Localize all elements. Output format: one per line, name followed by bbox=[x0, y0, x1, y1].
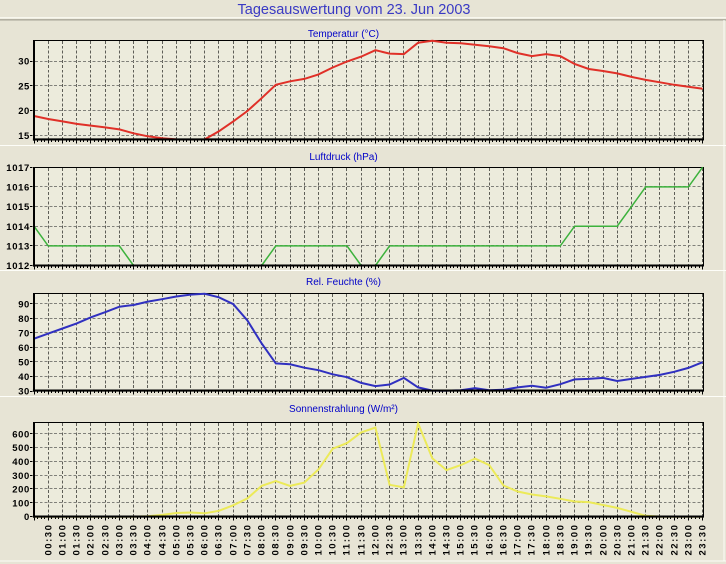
svg-text:1016: 1016 bbox=[6, 183, 29, 194]
svg-text:12:30: 12:30 bbox=[384, 524, 395, 555]
svg-text:03:00: 03:00 bbox=[114, 524, 125, 555]
svg-text:23:00: 23:00 bbox=[683, 524, 694, 555]
svg-text:08:30: 08:30 bbox=[270, 524, 281, 555]
svg-text:70: 70 bbox=[18, 329, 30, 340]
svg-text:80: 80 bbox=[18, 314, 30, 325]
svg-text:08:00: 08:00 bbox=[256, 524, 267, 555]
svg-text:05:30: 05:30 bbox=[185, 524, 196, 555]
svg-text:13:30: 13:30 bbox=[413, 524, 424, 555]
svg-text:17:00: 17:00 bbox=[512, 524, 523, 555]
svg-text:00:30: 00:30 bbox=[43, 524, 54, 555]
svg-text:Temperatur (°C): Temperatur (°C) bbox=[308, 29, 379, 40]
svg-text:200: 200 bbox=[12, 485, 30, 496]
svg-text:01:30: 01:30 bbox=[71, 524, 82, 555]
svg-text:21:30: 21:30 bbox=[640, 524, 651, 555]
svg-text:01:00: 01:00 bbox=[57, 524, 68, 555]
svg-text:11:30: 11:30 bbox=[356, 524, 367, 555]
svg-text:90: 90 bbox=[18, 299, 30, 310]
svg-text:40: 40 bbox=[18, 372, 30, 383]
svg-text:16:30: 16:30 bbox=[498, 524, 509, 555]
svg-text:10:30: 10:30 bbox=[327, 524, 338, 555]
svg-text:20:00: 20:00 bbox=[598, 524, 609, 555]
svg-text:12:00: 12:00 bbox=[370, 524, 381, 555]
svg-text:Sonnenstrahlung (W/m²): Sonnenstrahlung (W/m²) bbox=[289, 404, 398, 415]
svg-text:25: 25 bbox=[18, 81, 30, 92]
svg-text:02:30: 02:30 bbox=[100, 524, 111, 555]
svg-text:02:00: 02:00 bbox=[85, 524, 96, 555]
svg-text:300: 300 bbox=[12, 471, 30, 482]
svg-text:19:00: 19:00 bbox=[569, 524, 580, 555]
svg-text:1012: 1012 bbox=[6, 261, 29, 272]
svg-text:11:00: 11:00 bbox=[341, 524, 352, 555]
svg-text:07:00: 07:00 bbox=[228, 524, 239, 555]
svg-text:20: 20 bbox=[18, 106, 30, 117]
svg-text:04:30: 04:30 bbox=[157, 524, 168, 555]
svg-text:Luftdruck (hPa): Luftdruck (hPa) bbox=[309, 152, 377, 163]
svg-text:60: 60 bbox=[18, 343, 30, 354]
svg-text:30: 30 bbox=[18, 57, 30, 68]
svg-text:100: 100 bbox=[12, 498, 30, 509]
svg-text:18:00: 18:00 bbox=[541, 524, 552, 555]
svg-text:1014: 1014 bbox=[6, 222, 30, 233]
svg-text:22:30: 22:30 bbox=[669, 524, 680, 555]
svg-text:16:00: 16:00 bbox=[484, 524, 495, 555]
svg-text:15: 15 bbox=[18, 131, 30, 142]
svg-text:500: 500 bbox=[12, 443, 30, 454]
svg-text:15:30: 15:30 bbox=[469, 524, 480, 555]
svg-text:600: 600 bbox=[12, 429, 30, 440]
svg-text:0: 0 bbox=[24, 512, 30, 523]
svg-text:05:00: 05:00 bbox=[171, 524, 182, 555]
svg-text:1017: 1017 bbox=[6, 163, 29, 174]
svg-text:Tagesauswertung vom 23. Jun 20: Tagesauswertung vom 23. Jun 2003 bbox=[238, 2, 471, 18]
svg-text:07:30: 07:30 bbox=[242, 524, 253, 555]
svg-text:400: 400 bbox=[12, 457, 30, 468]
svg-text:06:30: 06:30 bbox=[213, 524, 224, 555]
svg-text:14:30: 14:30 bbox=[441, 524, 452, 555]
svg-text:23:30: 23:30 bbox=[697, 524, 708, 555]
svg-text:21:00: 21:00 bbox=[626, 524, 637, 555]
svg-text:10:00: 10:00 bbox=[313, 524, 324, 555]
svg-text:14:00: 14:00 bbox=[427, 524, 438, 555]
svg-text:18:30: 18:30 bbox=[555, 524, 566, 555]
svg-text:50: 50 bbox=[18, 358, 30, 369]
svg-text:Rel. Feuchte (%): Rel. Feuchte (%) bbox=[306, 277, 381, 288]
svg-text:19:30: 19:30 bbox=[583, 524, 594, 555]
svg-text:22:00: 22:00 bbox=[654, 524, 665, 555]
svg-text:04:00: 04:00 bbox=[142, 524, 153, 555]
svg-text:1013: 1013 bbox=[6, 242, 29, 253]
svg-text:09:00: 09:00 bbox=[285, 524, 296, 555]
svg-text:09:30: 09:30 bbox=[299, 524, 310, 555]
svg-text:06:00: 06:00 bbox=[199, 524, 210, 555]
svg-text:1015: 1015 bbox=[6, 202, 30, 213]
svg-text:15:00: 15:00 bbox=[455, 524, 466, 555]
svg-text:30: 30 bbox=[18, 387, 30, 398]
svg-text:13:00: 13:00 bbox=[398, 524, 409, 555]
svg-text:03:30: 03:30 bbox=[128, 524, 139, 555]
svg-text:17:30: 17:30 bbox=[526, 524, 537, 555]
svg-text:20:30: 20:30 bbox=[612, 524, 623, 555]
